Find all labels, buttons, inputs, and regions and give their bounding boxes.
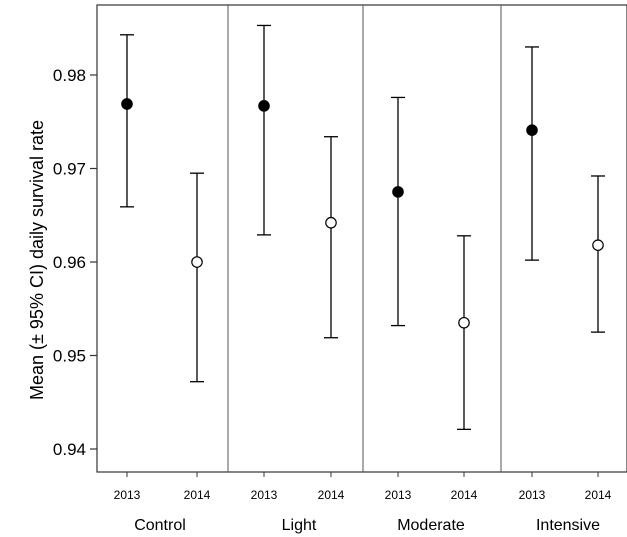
group-label: Control (134, 517, 186, 534)
x-tick-label: 2014 (318, 488, 345, 502)
y-tick-label: 0.95 (53, 347, 86, 366)
y-tick-label: 0.97 (53, 160, 86, 179)
x-tick-label: 2013 (385, 488, 412, 502)
mean-point-open (325, 216, 337, 229)
x-tick-label: 2014 (585, 488, 612, 502)
group-label: Intensive (536, 517, 600, 534)
mean-point-open (458, 316, 470, 329)
y-tick-label: 0.94 (53, 440, 86, 459)
x-tick-label: 2013 (519, 488, 546, 502)
mean-point-filled (392, 186, 404, 198)
y-tick-label: 0.98 (53, 66, 86, 85)
y-tick-label: 0.96 (53, 253, 86, 272)
mean-point-open (191, 256, 203, 268)
group-label: Light (282, 517, 317, 534)
x-axis: 2013 2014 Control 2013 2014 Light 2013 2014 Mode… (114, 472, 612, 534)
x-tick-label: 2013 (114, 488, 141, 502)
data-points (120, 24, 605, 431)
y-axis-label: Mean (± 95% CI) daily survival rate (27, 120, 47, 400)
mean-point-open (592, 239, 604, 251)
y-axis: 0.94 0.95 0.96 0.97 0.98 (53, 66, 97, 459)
group-separators (227, 5, 502, 472)
x-tick-label: 2014 (451, 488, 478, 502)
plot-frame (96, 4, 627, 473)
mean-point-filled (121, 98, 133, 110)
x-tick-label: 2013 (251, 488, 278, 502)
group-label: Moderate (397, 517, 465, 534)
mean-point-filled (258, 100, 270, 112)
mean-point-filled (526, 124, 538, 136)
x-tick-label: 2014 (184, 488, 211, 502)
